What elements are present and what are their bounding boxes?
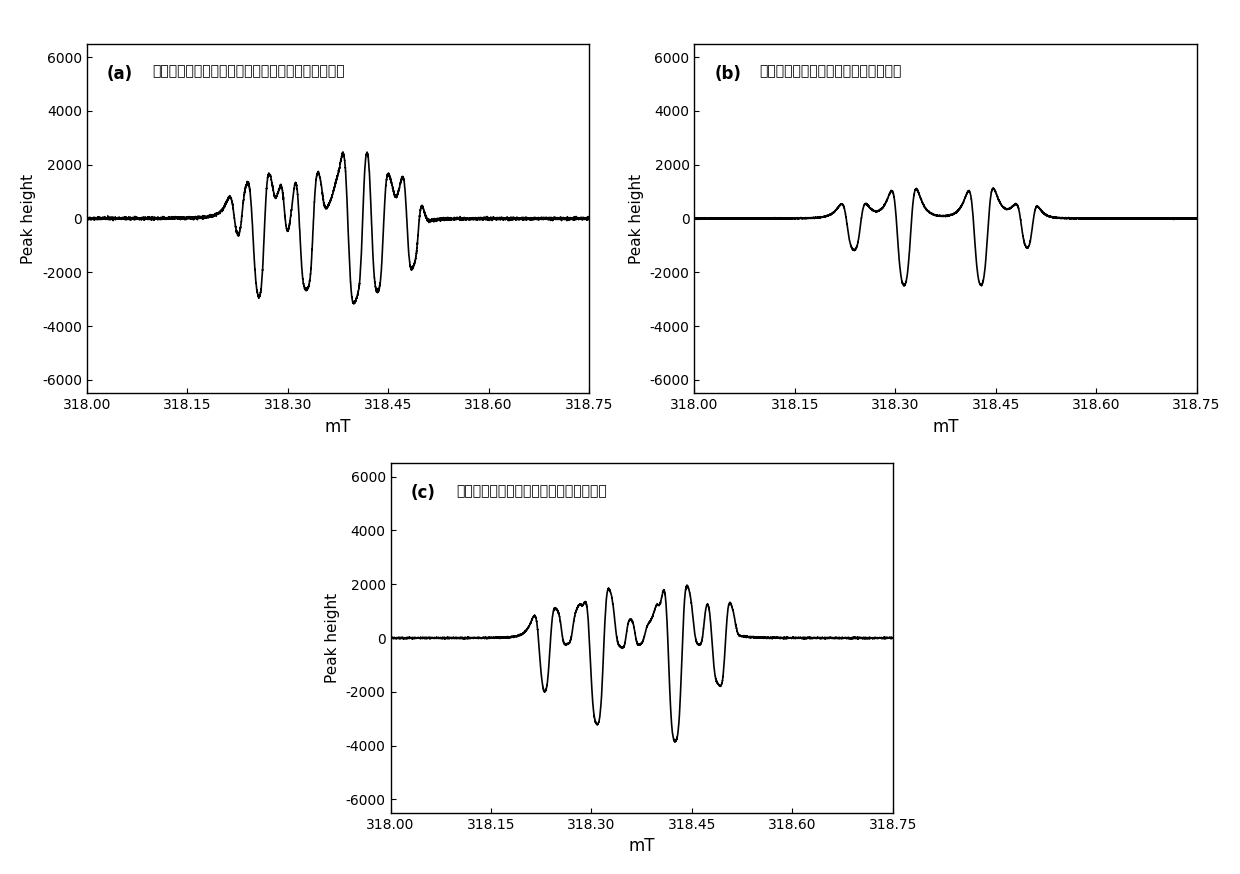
Text: 微波激发可磁性分离催化剂催化过硫酸盐: 微波激发可磁性分离催化剂催化过硫酸盐 xyxy=(456,484,606,498)
Text: (b): (b) xyxy=(714,65,742,83)
Text: 微波激发可磁性分离催化剂催化双氧水: 微波激发可磁性分离催化剂催化双氧水 xyxy=(760,65,901,79)
X-axis label: mT: mT xyxy=(325,418,351,436)
Y-axis label: Peak height: Peak height xyxy=(325,593,340,683)
Y-axis label: Peak height: Peak height xyxy=(21,173,36,264)
Text: (c): (c) xyxy=(410,484,435,503)
X-axis label: mT: mT xyxy=(629,837,655,856)
Text: (a): (a) xyxy=(107,65,133,83)
X-axis label: mT: mT xyxy=(932,418,959,436)
Y-axis label: Peak height: Peak height xyxy=(629,173,644,264)
Text: 微波激发可磁性分离催化剂催化过一硫酸氯鿣复合盐: 微波激发可磁性分离催化剂催化过一硫酸氯鿣复合盐 xyxy=(153,65,345,79)
